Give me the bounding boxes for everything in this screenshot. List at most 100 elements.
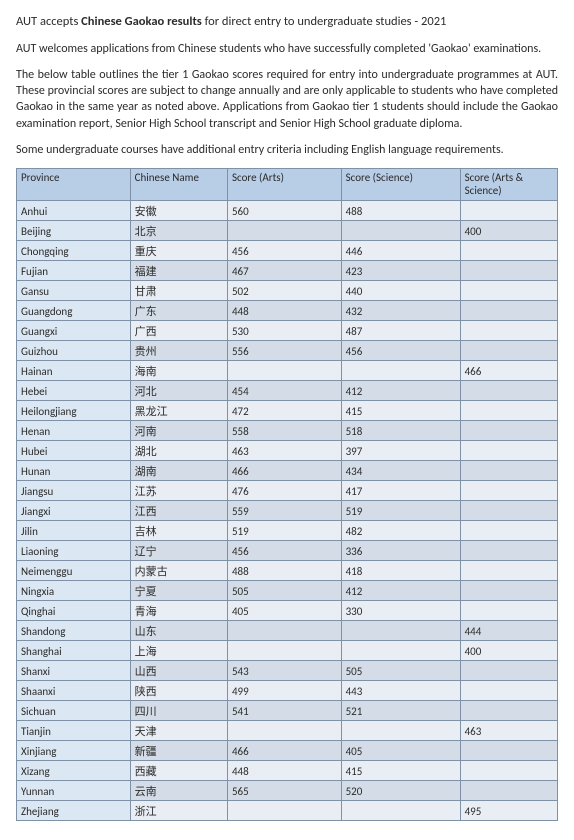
cell-province: Henan — [17, 421, 131, 441]
cell-score-science: 418 — [341, 561, 460, 581]
cell-score-arts-science: 444 — [460, 621, 557, 641]
cell-score-science: 488 — [341, 201, 460, 221]
table-header-row: Province Chinese Name Score (Arts) Score… — [17, 169, 558, 201]
cell-chinese-name: 黑龙江 — [130, 401, 227, 421]
cell-score-science: 519 — [341, 501, 460, 521]
cell-province: Guangxi — [17, 321, 131, 341]
cell-score-arts-science — [460, 761, 557, 781]
cell-score-science — [341, 361, 460, 381]
cell-chinese-name: 上海 — [130, 641, 227, 661]
cell-score-arts: 560 — [227, 201, 341, 221]
cell-score-arts: 472 — [227, 401, 341, 421]
table-row: Neimenggu内蒙古488418 — [17, 561, 558, 581]
cell-chinese-name: 山东 — [130, 621, 227, 641]
cell-score-science: 405 — [341, 741, 460, 761]
cell-province: Guangdong — [17, 301, 131, 321]
cell-chinese-name: 内蒙古 — [130, 561, 227, 581]
intro-paragraph-3: Some undergraduate courses have addition… — [16, 142, 558, 158]
cell-chinese-name: 辽宁 — [130, 541, 227, 561]
cell-score-science: 446 — [341, 241, 460, 261]
cell-chinese-name: 云南 — [130, 781, 227, 801]
cell-score-arts-science — [460, 741, 557, 761]
cell-province: Liaoning — [17, 541, 131, 561]
cell-score-arts — [227, 641, 341, 661]
cell-chinese-name: 吉林 — [130, 521, 227, 541]
cell-province: Jilin — [17, 521, 131, 541]
cell-score-arts-science: 495 — [460, 801, 557, 821]
table-row: Hebei河北454412 — [17, 381, 558, 401]
cell-score-arts-science — [460, 321, 557, 341]
cell-province: Hainan — [17, 361, 131, 381]
cell-province: Yunnan — [17, 781, 131, 801]
table-row: Jiangxi江西559519 — [17, 501, 558, 521]
cell-province: Gansu — [17, 281, 131, 301]
col-score-science: Score (Science) — [341, 169, 460, 201]
cell-chinese-name: 广西 — [130, 321, 227, 341]
cell-score-arts-science — [460, 381, 557, 401]
table-row: Guangxi广西530487 — [17, 321, 558, 341]
cell-score-arts-science — [460, 521, 557, 541]
table-row: Anhui安徽560488 — [17, 201, 558, 221]
table-row: Sichuan四川541521 — [17, 701, 558, 721]
cell-score-arts: 543 — [227, 661, 341, 681]
cell-score-arts — [227, 621, 341, 641]
table-row: Beijing北京 400 — [17, 221, 558, 241]
cell-chinese-name: 陕西 — [130, 681, 227, 701]
title-bold: Chinese Gaokao results — [81, 14, 202, 29]
cell-province: Shaanxi — [17, 681, 131, 701]
cell-province: Heilongjiang — [17, 401, 131, 421]
cell-score-arts: 405 — [227, 601, 341, 621]
cell-score-arts: 466 — [227, 461, 341, 481]
cell-score-arts: 456 — [227, 241, 341, 261]
table-row: Ningxia宁夏505412 — [17, 581, 558, 601]
cell-score-arts-science — [460, 301, 557, 321]
cell-score-arts: 502 — [227, 281, 341, 301]
table-row: Zhejiang浙江495 — [17, 801, 558, 821]
cell-score-arts-science — [460, 241, 557, 261]
cell-chinese-name: 江西 — [130, 501, 227, 521]
col-chinese-name: Chinese Name — [130, 169, 227, 201]
cell-province: Qinghai — [17, 601, 131, 621]
col-score-arts-science: Score (Arts & Science) — [460, 169, 557, 201]
cell-score-arts-science: 463 — [460, 721, 557, 741]
cell-score-arts: 448 — [227, 761, 341, 781]
cell-chinese-name: 青海 — [130, 601, 227, 621]
cell-province: Shanghai — [17, 641, 131, 661]
cell-score-arts: 505 — [227, 581, 341, 601]
table-row: Liaoning辽宁456336 — [17, 541, 558, 561]
cell-province: Fujian — [17, 261, 131, 281]
cell-chinese-name: 江苏 — [130, 481, 227, 501]
cell-score-arts-science — [460, 261, 557, 281]
cell-score-arts-science: 400 — [460, 221, 557, 241]
cell-province: Tianjin — [17, 721, 131, 741]
table-row: Guizhou贵州556456 — [17, 341, 558, 361]
cell-chinese-name: 安徽 — [130, 201, 227, 221]
cell-chinese-name: 天津 — [130, 721, 227, 741]
cell-chinese-name: 北京 — [130, 221, 227, 241]
cell-score-arts-science — [460, 601, 557, 621]
table-row: Guangdong广东448432 — [17, 301, 558, 321]
cell-score-science: 487 — [341, 321, 460, 341]
cell-score-science: 415 — [341, 761, 460, 781]
cell-score-arts-science — [460, 481, 557, 501]
cell-province: Beijing — [17, 221, 131, 241]
cell-score-science: 415 — [341, 401, 460, 421]
cell-score-arts-science: 400 — [460, 641, 557, 661]
cell-score-arts: 499 — [227, 681, 341, 701]
cell-score-arts — [227, 361, 341, 381]
cell-score-science: 423 — [341, 261, 460, 281]
cell-score-arts — [227, 801, 341, 821]
cell-score-arts: 519 — [227, 521, 341, 541]
cell-chinese-name: 山西 — [130, 661, 227, 681]
table-row: Chongqing重庆456446 — [17, 241, 558, 261]
cell-province: Xinjiang — [17, 741, 131, 761]
table-row: Shanxi山西543505 — [17, 661, 558, 681]
cell-province: Chongqing — [17, 241, 131, 261]
cell-score-arts: 541 — [227, 701, 341, 721]
cell-score-arts: 476 — [227, 481, 341, 501]
cell-province: Ningxia — [17, 581, 131, 601]
cell-score-arts: 454 — [227, 381, 341, 401]
cell-score-science: 456 — [341, 341, 460, 361]
cell-score-arts: 466 — [227, 741, 341, 761]
table-row: Gansu甘肃502440 — [17, 281, 558, 301]
